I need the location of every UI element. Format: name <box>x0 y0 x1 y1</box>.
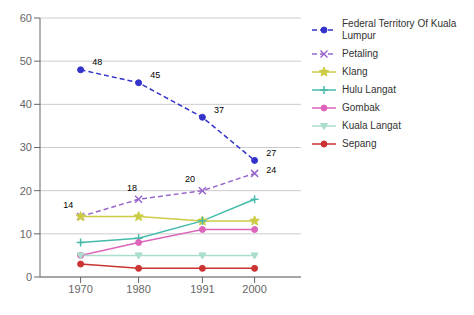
svg-text:0: 0 <box>26 271 32 283</box>
html-text:Petaling: Petaling <box>342 48 379 59</box>
svg-text:45: 45 <box>150 70 160 80</box>
svg-text:30: 30 <box>20 141 32 153</box>
html-text:Hulu Langat: Hulu Langat <box>342 84 396 95</box>
html-text:Klang: Klang <box>342 66 368 77</box>
svg-text:18: 18 <box>127 183 137 193</box>
svg-text:24: 24 <box>266 165 276 175</box>
svg-text:1970: 1970 <box>68 283 92 295</box>
svg-text:20: 20 <box>185 174 195 184</box>
svg-text:1980: 1980 <box>126 283 150 295</box>
html-text:Sepang: Sepang <box>342 138 377 149</box>
svg-text:10: 10 <box>20 228 32 240</box>
html-text:Lumpur: Lumpur <box>342 30 376 41</box>
svg-text:60: 60 <box>20 12 32 24</box>
svg-text:14: 14 <box>63 200 73 210</box>
svg-text:1991: 1991 <box>190 283 214 295</box>
svg-text:2000: 2000 <box>242 283 266 295</box>
svg-text:50: 50 <box>20 55 32 67</box>
svg-text:40: 40 <box>20 98 32 110</box>
html-text:Kuala Langat: Kuala Langat <box>342 120 401 131</box>
html-text:Federal Territory Of Kuala: Federal Territory Of Kuala <box>342 18 457 29</box>
svg-text:37: 37 <box>214 105 224 115</box>
svg-text:20: 20 <box>20 185 32 197</box>
svg-text:48: 48 <box>92 57 102 67</box>
html-text:Gombak: Gombak <box>342 102 380 113</box>
svg-text:27: 27 <box>266 148 276 158</box>
